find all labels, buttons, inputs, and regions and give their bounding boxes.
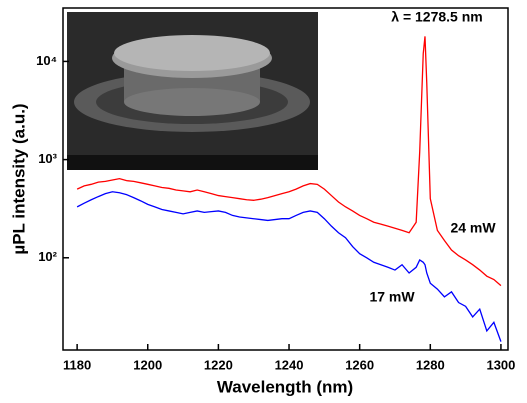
x-tick-label: 1180	[63, 357, 91, 372]
x-tick-label: 1280	[416, 357, 445, 372]
x-axis-label: Wavelength (nm)	[217, 377, 353, 396]
peak-annotation: λ = 1278.5 nm	[391, 9, 482, 25]
y-tick-label: 10³	[38, 151, 57, 166]
x-tick-label: 1260	[345, 357, 374, 372]
y-axis-label: µPL intensity (a.u.)	[9, 103, 28, 254]
y-tick-label: 10⁴	[36, 53, 57, 68]
series-annotation: 17 mW	[369, 289, 415, 305]
spectrum-line	[76, 36, 502, 287]
y-tick-label: 10²	[38, 249, 57, 264]
x-tick-label: 1300	[486, 357, 515, 372]
spectrum-line	[76, 191, 502, 342]
inset-image	[67, 12, 318, 170]
series-annotation: 24 mW	[450, 220, 496, 236]
x-tick-label: 1220	[204, 357, 233, 372]
x-tick-label: 1240	[275, 357, 304, 372]
x-tick-label: 1200	[133, 357, 162, 372]
plot-frame	[62, 7, 509, 351]
plot-area	[76, 36, 502, 342]
